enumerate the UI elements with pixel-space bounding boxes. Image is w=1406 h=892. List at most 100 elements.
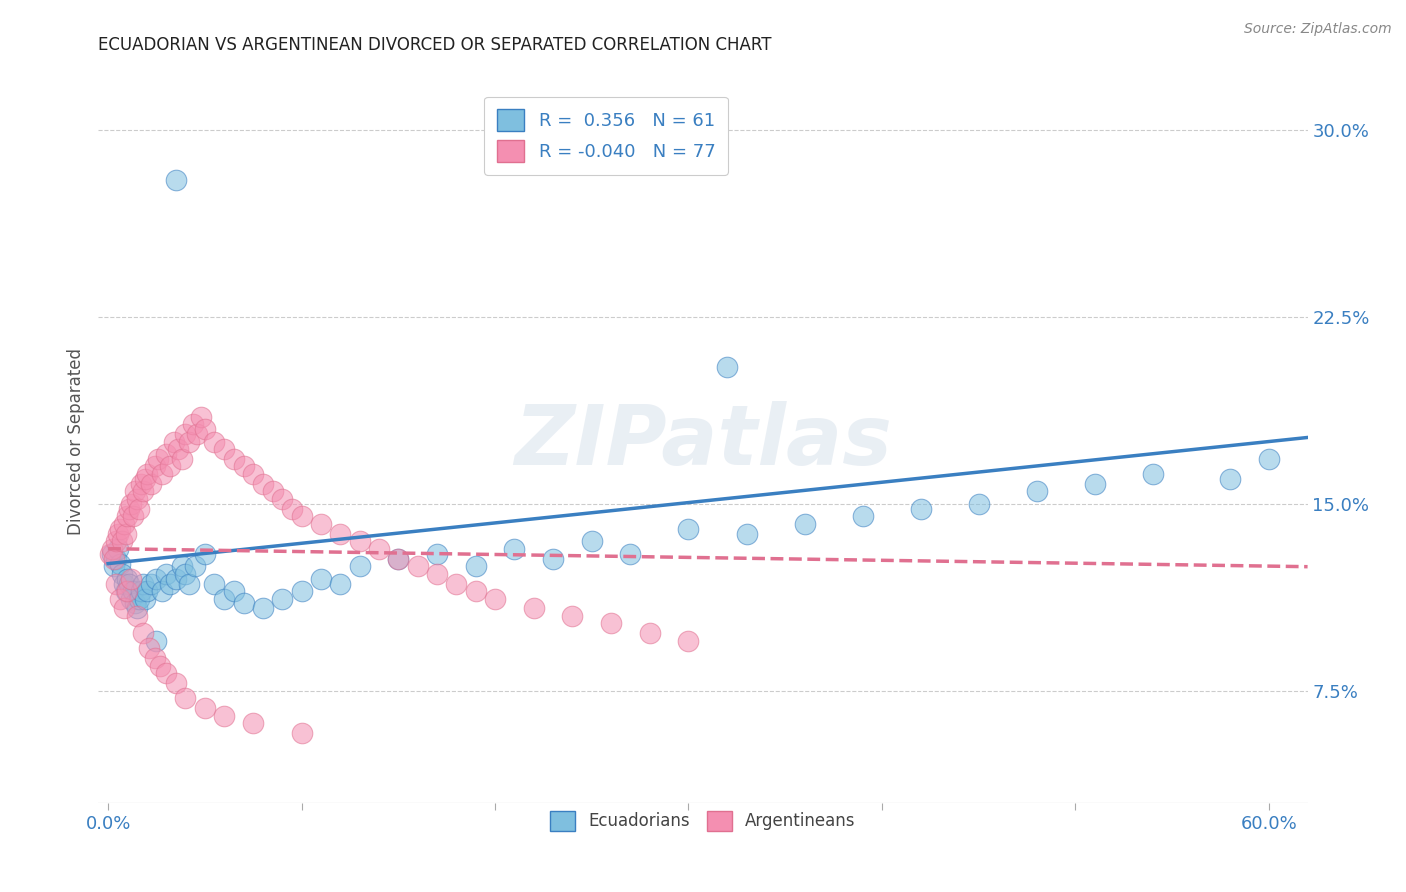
- Point: [242, 716, 264, 731]
- Point: [139, 576, 162, 591]
- Point: [967, 497, 990, 511]
- Point: [107, 526, 129, 541]
- Point: [145, 633, 167, 648]
- Point: [910, 501, 932, 516]
- Point: [309, 572, 332, 586]
- Point: [174, 566, 197, 581]
- Point: [155, 666, 177, 681]
- Point: [165, 676, 187, 690]
- Point: [735, 526, 758, 541]
- Point: [793, 516, 815, 531]
- Point: [174, 691, 197, 706]
- Point: [98, 547, 121, 561]
- Point: [446, 576, 468, 591]
- Point: [212, 442, 235, 456]
- Text: ZIPatlas: ZIPatlas: [515, 401, 891, 482]
- Point: [271, 591, 294, 606]
- Point: [165, 173, 187, 187]
- Point: [212, 708, 235, 723]
- Point: [387, 551, 409, 566]
- Point: [190, 409, 212, 424]
- Point: [143, 651, 166, 665]
- Point: [104, 551, 127, 566]
- Point: [129, 584, 152, 599]
- Point: [118, 501, 141, 516]
- Point: [129, 476, 152, 491]
- Point: [406, 559, 429, 574]
- Point: [117, 572, 139, 586]
- Point: [212, 591, 235, 606]
- Point: [1219, 472, 1241, 486]
- Point: [329, 526, 352, 541]
- Point: [114, 584, 136, 599]
- Point: [128, 501, 150, 516]
- Point: [1084, 476, 1107, 491]
- Point: [138, 641, 160, 656]
- Point: [184, 559, 207, 574]
- Point: [484, 591, 506, 606]
- Point: [128, 591, 150, 606]
- Point: [134, 591, 156, 606]
- Point: [464, 559, 486, 574]
- Point: [118, 576, 141, 591]
- Point: [111, 566, 134, 581]
- Point: [368, 541, 391, 556]
- Point: [148, 452, 170, 467]
- Point: [290, 509, 312, 524]
- Point: [170, 452, 193, 467]
- Point: [150, 467, 173, 481]
- Point: [127, 609, 149, 624]
- Point: [638, 626, 661, 640]
- Point: [112, 601, 135, 615]
- Point: [541, 551, 564, 566]
- Point: [122, 509, 145, 524]
- Point: [281, 501, 304, 516]
- Point: [561, 609, 583, 624]
- Point: [117, 509, 139, 524]
- Point: [135, 584, 157, 599]
- Point: [194, 701, 217, 715]
- Point: [114, 526, 136, 541]
- Point: [163, 434, 186, 449]
- Point: [111, 534, 134, 549]
- Legend: Ecuadorians, Argentineans: Ecuadorians, Argentineans: [544, 805, 862, 838]
- Point: [132, 626, 155, 640]
- Point: [186, 427, 208, 442]
- Point: [112, 516, 135, 531]
- Point: [104, 534, 127, 549]
- Point: [262, 484, 284, 499]
- Point: [103, 559, 125, 574]
- Point: [159, 459, 181, 474]
- Point: [232, 459, 254, 474]
- Point: [523, 601, 546, 615]
- Point: [204, 434, 226, 449]
- Point: [122, 584, 145, 599]
- Point: [271, 491, 294, 506]
- Point: [1142, 467, 1164, 481]
- Point: [309, 516, 332, 531]
- Point: [132, 484, 155, 499]
- Point: [852, 509, 875, 524]
- Point: [252, 476, 274, 491]
- Point: [155, 566, 177, 581]
- Point: [349, 534, 371, 549]
- Point: [581, 534, 603, 549]
- Point: [426, 547, 449, 561]
- Point: [329, 576, 352, 591]
- Point: [127, 491, 149, 506]
- Point: [108, 522, 131, 536]
- Point: [155, 447, 177, 461]
- Point: [503, 541, 526, 556]
- Point: [108, 557, 131, 571]
- Point: [222, 584, 245, 599]
- Point: [252, 601, 274, 615]
- Point: [179, 576, 201, 591]
- Point: [120, 572, 142, 586]
- Point: [194, 422, 217, 436]
- Point: [101, 541, 124, 556]
- Point: [181, 417, 204, 431]
- Point: [149, 658, 172, 673]
- Point: [1025, 484, 1047, 499]
- Point: [124, 597, 146, 611]
- Point: [112, 576, 135, 591]
